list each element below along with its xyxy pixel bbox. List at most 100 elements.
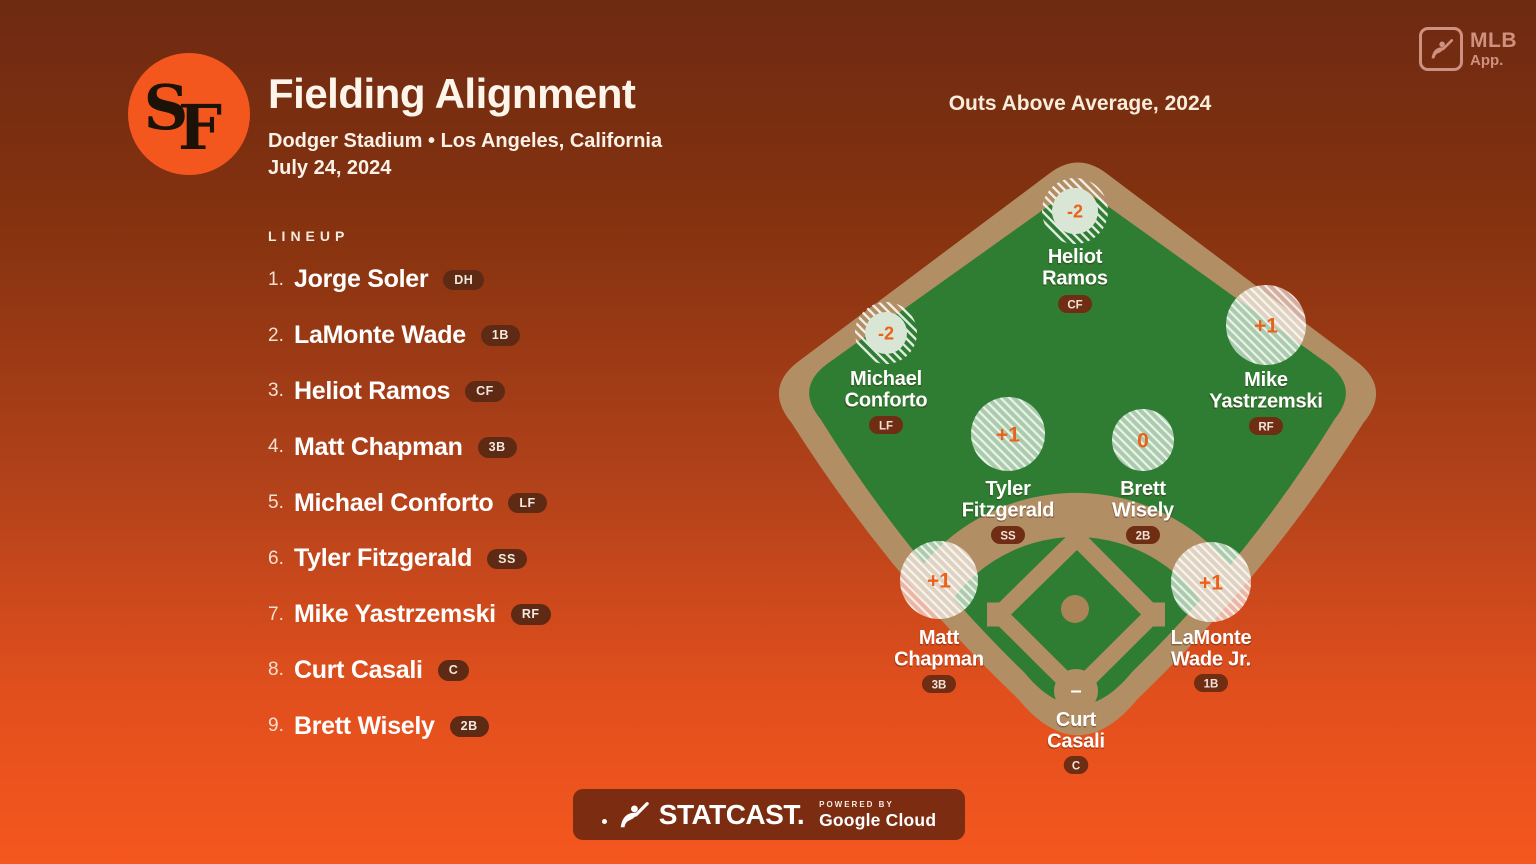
team-monogram: S F (144, 71, 222, 164)
google-cloud-label: Google Cloud (819, 810, 937, 830)
fielder-name: Wisely (1112, 500, 1175, 522)
lineup-position-badge: SS (487, 548, 527, 570)
lineup-position-badge: 1B (480, 325, 520, 346)
oaa-value: -2 (1067, 202, 1083, 222)
statcast-wordmark: STATCAST. (658, 798, 805, 830)
oaa-circle (1052, 188, 1098, 234)
fielder-position-label: RF (1258, 422, 1273, 434)
lineup-header: LINEUP (268, 228, 350, 244)
field-diagram: -2 Heliot Heliot Ramos Ramos CF -2 Michael Micha… (750, 140, 1410, 790)
oaa-value: 0 (1137, 430, 1149, 453)
lineup-player-name: Jorge Soler (294, 265, 429, 294)
fielder-name-shadow: Tyler (985, 480, 1032, 502)
fielder-name: Tyler (985, 478, 1031, 500)
venue-line: Dodger Stadium • Los Angeles, California (268, 130, 663, 152)
lineup-row: 7. Mike Yastrzemski RF (268, 587, 728, 643)
mlb-batter-icon-small (1431, 39, 1454, 59)
lineup-position-badge: LF (508, 492, 547, 514)
fielder-name-shadow: Brett (1120, 480, 1167, 502)
fielder-name: Matt (919, 627, 960, 649)
lineup-order: 3. (268, 380, 284, 402)
fielder-position-badge (1194, 674, 1228, 692)
oaa-circle (865, 312, 907, 354)
powered-by-block: POWERED BY Google Cloud (819, 800, 936, 831)
fielder-name: Brett (1120, 478, 1166, 500)
mlb-app-badge: MLB App. (1419, 27, 1517, 71)
lineup-row: 5. Michael Conforto LF (268, 475, 728, 531)
fielder-position-label: CF (1067, 300, 1082, 312)
statcast-dot (601, 819, 607, 824)
fielder-name: Ramos (1042, 268, 1108, 290)
fielder-name-shadow: LaMonte (1170, 629, 1252, 651)
lineup-position-badge: CF (465, 381, 505, 402)
lineup-player-name: Tyler Fitzgerald (294, 544, 473, 573)
oaa-value: +1 (927, 570, 951, 593)
lineup-player-name: Brett Wisely (294, 711, 435, 740)
fielder-name-shadow: Ramos (1042, 269, 1109, 291)
oaa-circle-hatch (1171, 542, 1251, 622)
lineup-order: 8. (268, 659, 284, 681)
fielder-name-shadow: Wade Jr. (1170, 650, 1252, 672)
page-title: Fielding Alignment (268, 70, 636, 117)
lineup-player-name: Mike Yastrzemski (294, 600, 496, 629)
lineup-player-name: Matt Chapman (294, 432, 463, 461)
oaa-circle-hatch (971, 397, 1045, 471)
fielder-name: Yastrzemski (1209, 391, 1322, 413)
fielder-name-shadow: Casali (1047, 732, 1106, 754)
fielder-name-shadow: Curt (1055, 711, 1096, 733)
fielder-name-shadow: Conforto (844, 391, 928, 413)
lineup-player-name: Heliot Ramos (294, 376, 451, 405)
fielder-name: Fitzgerald (962, 500, 1054, 522)
home-plate-circle (1054, 669, 1098, 713)
date-line: July 24, 2024 (268, 157, 392, 179)
lineup-row: 9. Brett Wisely 2B (268, 698, 728, 754)
fielder-name-shadow: Matt (918, 629, 959, 651)
fielder-position-badge (991, 526, 1025, 544)
lineup-order: 6. (268, 547, 284, 569)
fielder-position-label: 2B (1136, 531, 1151, 543)
lineup-order: 5. (268, 492, 284, 514)
fielder-name-shadow: Michael (849, 370, 922, 392)
lineup-position-badge: RF (510, 604, 551, 625)
mlb-app-label: MLB App. (1470, 30, 1517, 68)
lineup-position-badge: DH (443, 269, 485, 291)
fielder-name: Wade Jr. (1171, 649, 1251, 671)
lineup-row: 1. Jorge Soler DH (268, 252, 728, 308)
oaa-heading: Outs Above Average, 2024 (948, 92, 1212, 115)
fielder-name-shadow: Yastrzemski (1208, 392, 1324, 414)
fielder-position-badge (1126, 526, 1160, 544)
fielder-name-shadow: Fitzgerald (961, 501, 1055, 523)
fielder-position-label: 1B (1204, 679, 1219, 691)
oaa-value: – (1070, 680, 1081, 702)
lineup-player-name: LaMonte Wade (294, 321, 466, 350)
oaa-value: +1 (996, 424, 1020, 447)
lineup-section: 1. Jorge Soler DH 2. LaMonte Wade 1B 3. Heliot … (268, 252, 728, 754)
lineup-position-badge: C (437, 660, 470, 681)
fielder-name: Heliot (1048, 246, 1103, 268)
fielder-name: Casali (1047, 731, 1105, 753)
lineup-player-name: Michael Conforto (294, 488, 494, 517)
oaa-circle-hatch (900, 541, 978, 619)
statcast-banner: STATCAST. POWERED BY Google Cloud (573, 789, 965, 840)
third-base-notch (987, 602, 1011, 627)
mlb-batter-icon (620, 801, 649, 827)
lineup-row: 2. LaMonte Wade 1B (268, 308, 728, 364)
lineup-row: 6. Tyler Fitzgerald SS (268, 531, 728, 587)
fielder-position-badge (1063, 756, 1089, 774)
team-logo: S F (128, 53, 250, 175)
fielder-position-badge (1249, 417, 1283, 435)
lineup-position-badge: 3B (477, 437, 517, 458)
fielder-position-label: SS (1000, 531, 1016, 543)
oaa-circle-hatch (1226, 285, 1306, 365)
fielder-name-shadow: Heliot (1047, 248, 1103, 270)
oaa-circle-hatch (1112, 409, 1174, 471)
lineup-row: 4. Matt Chapman 3B (268, 419, 728, 475)
first-base-notch (1141, 602, 1165, 627)
fielder-name: LaMonte (1171, 627, 1252, 649)
pitcher-mound (1061, 595, 1089, 623)
